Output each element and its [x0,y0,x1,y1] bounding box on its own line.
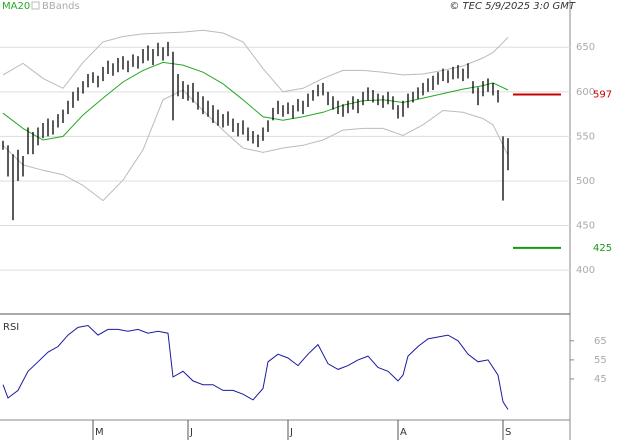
y-tick-label: 550 [576,131,595,142]
x-tick-label: A [400,427,407,438]
x-tick-label: J [289,427,293,438]
y-tick-label: 500 [576,176,595,187]
y-tick-label: 650 [576,42,595,53]
legend-swatch [31,1,40,10]
x-tick-label: M [95,427,104,438]
level-label: 597 [593,89,612,100]
y-tick-label: 400 [576,265,595,276]
source: © TEC 5/9/2025 3:0 GMT [449,1,576,12]
y-tick-label: 55 [594,355,607,366]
series-line [2,324,509,410]
legend-ma: MA20 [2,1,30,12]
series-line [2,89,509,202]
series-line [2,29,509,93]
x-tick-label: J [189,427,193,438]
y-tick-label: 450 [576,221,595,232]
y-tick-label: 600 [576,87,595,98]
y-tick-label: 45 [594,374,607,385]
y-tick-label: 65 [594,336,607,347]
x-tick-label: S [505,427,511,438]
level-label: 425 [593,243,612,254]
legend-bbands: BBands [42,1,80,12]
panel-title: RSI [3,322,19,333]
series-line [2,61,509,141]
